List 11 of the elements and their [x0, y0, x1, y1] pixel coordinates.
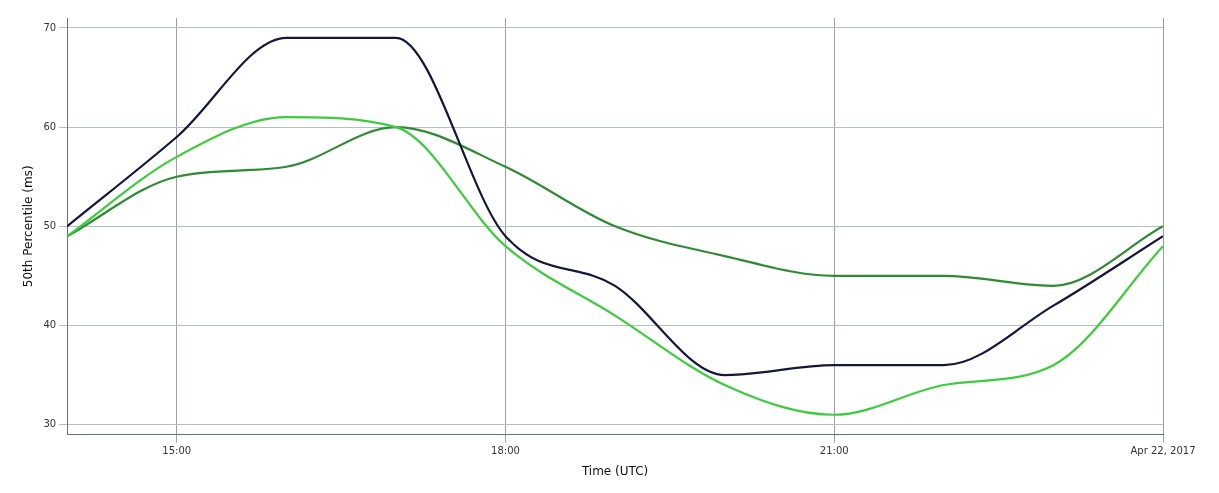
y-tick-label: 30	[43, 418, 57, 430]
x-tick-label: Apr 22, 2017	[1130, 445, 1196, 457]
x-axis-title: Time (UTC)	[580, 463, 649, 478]
y-tick-label: 40	[43, 319, 57, 331]
x-tick-label: 21:00	[819, 445, 849, 457]
y-tick-label: 70	[43, 21, 57, 33]
x-tick-label: 15:00	[162, 445, 192, 457]
y-tick-label: 50	[43, 219, 57, 231]
y-axis-title: 50th Percentile (ms)	[21, 165, 36, 288]
y-tick-label: 60	[43, 120, 57, 132]
x-tick-label: 18:00	[491, 445, 520, 457]
